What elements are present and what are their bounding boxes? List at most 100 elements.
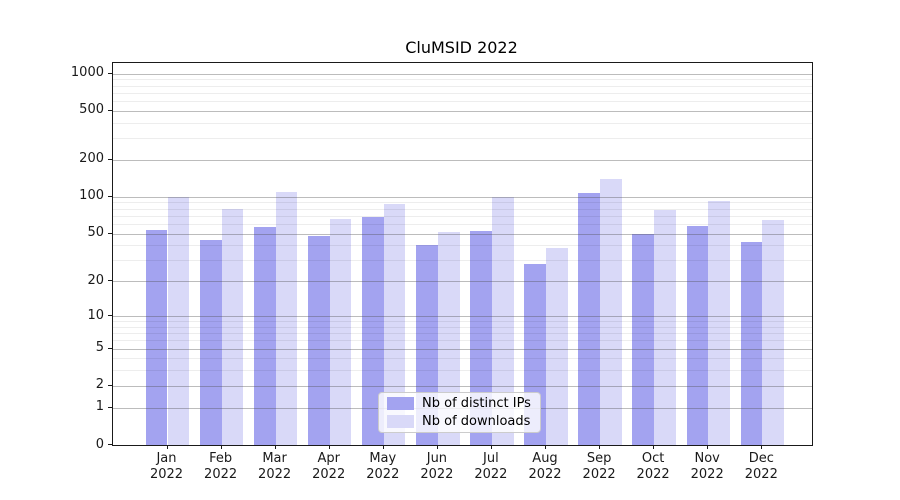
gridline-minor-90 (113, 202, 812, 204)
legend-label-distinct-ips: Nb of distinct IPs (422, 396, 531, 411)
gridline-minor-9 (113, 321, 812, 323)
bar-may-downloads (383, 203, 406, 445)
gridline-major-100 (113, 196, 812, 198)
y-tick-label-2: 2 (95, 377, 104, 393)
gridline-major-5 (113, 348, 812, 350)
x-tick-feb (220, 445, 222, 449)
bar-jan-distinct-ips (145, 229, 168, 445)
legend: Nb of distinct IPs Nb of downloads (378, 392, 541, 433)
bars-layer (113, 63, 812, 445)
bar-dec-distinct-ips (740, 241, 763, 445)
bar-feb-distinct-ips (199, 240, 222, 445)
bar-oct-distinct-ips (632, 233, 655, 445)
gridline-major-500 (113, 110, 812, 112)
plot-area (112, 62, 813, 446)
x-tick-aug (545, 445, 546, 449)
gridline-minor-6 (113, 340, 812, 342)
x-tick-label-mar: Mar 2022 (258, 451, 292, 482)
gridline-minor-600 (113, 100, 812, 102)
x-tick-nov (707, 445, 709, 449)
y-tick-label-10: 10 (87, 307, 104, 323)
y-tick-1000 (108, 72, 112, 74)
y-tick-200 (108, 158, 112, 160)
y-tick-2 (108, 384, 112, 386)
bar-mar-downloads (275, 191, 298, 445)
y-tick-10 (108, 315, 112, 316)
x-tick-label-dec: Dec 2022 (744, 451, 778, 482)
gridline-major-200 (113, 159, 812, 161)
y-tick-label-50: 50 (87, 225, 104, 241)
gridline-major-50 (113, 233, 812, 235)
bar-nov-distinct-ips (686, 225, 709, 445)
legend-swatch-distinct-ips (387, 397, 414, 410)
gridline-minor-7 (113, 333, 812, 335)
x-tick-may (382, 445, 384, 449)
x-tick-label-sep: Sep 2022 (582, 451, 616, 482)
y-tick-label-100: 100 (79, 188, 104, 204)
bar-jun-downloads (437, 231, 460, 445)
y-tick-label-0: 0 (95, 436, 104, 452)
legend-swatch-downloads (387, 415, 414, 428)
y-tick-50 (108, 232, 112, 234)
x-tick-label-nov: Nov 2022 (690, 451, 724, 482)
gridline-minor-60 (113, 223, 812, 225)
gridline-minor-800 (113, 85, 812, 87)
bar-sep-distinct-ips (578, 193, 601, 445)
x-tick-dec (761, 445, 763, 449)
y-tick-20 (108, 280, 112, 282)
gridline-minor-400 (113, 122, 812, 124)
x-tick-jan (166, 445, 168, 449)
y-tick-5 (108, 347, 112, 349)
gridline-minor-70 (113, 215, 812, 217)
y-tick-label-20: 20 (87, 272, 104, 288)
x-tick-mar (274, 445, 276, 449)
x-tick-label-apr: Apr 2022 (312, 451, 346, 482)
y-tick-label-1: 1 (95, 399, 104, 415)
x-tick-label-feb: Feb 2022 (204, 451, 238, 482)
bar-apr-distinct-ips (308, 235, 330, 445)
gridline-major-1000 (113, 73, 812, 75)
x-tick-jun (436, 445, 438, 449)
gridline-minor-40 (113, 245, 812, 247)
legend-item-downloads: Nb of downloads (379, 414, 540, 429)
y-tick-100 (108, 195, 112, 197)
chart-title: CluMSID 2022 (405, 38, 518, 57)
y-tick-label-500: 500 (79, 102, 104, 118)
bar-jan-downloads (167, 196, 190, 445)
gridline-minor-4 (113, 358, 812, 360)
bar-jul-distinct-ips (470, 230, 492, 445)
bar-oct-downloads (654, 210, 676, 445)
x-tick-label-may: May 2022 (366, 451, 400, 482)
x-tick-oct (653, 445, 655, 449)
bar-nov-downloads (708, 201, 730, 445)
y-tick-500 (108, 109, 112, 111)
bar-dec-downloads (762, 219, 784, 445)
gridline-major-20 (113, 281, 812, 283)
x-tick-label-jan: Jan 2022 (149, 451, 184, 482)
gridline-minor-80 (113, 208, 812, 210)
x-tick-apr (328, 445, 330, 449)
gridline-minor-900 (113, 79, 812, 81)
gridline-minor-8 (113, 326, 812, 328)
bar-jul-downloads (491, 196, 514, 445)
x-tick-label-jun: Jun 2022 (420, 451, 454, 482)
legend-item-distinct-ips: Nb of distinct IPs (379, 396, 540, 411)
gridline-minor-3 (113, 370, 812, 372)
gridline-major-10 (113, 316, 812, 317)
bar-feb-downloads (221, 208, 244, 445)
gridline-major-2 (113, 385, 812, 387)
bar-may-distinct-ips (362, 217, 384, 445)
y-tick-0 (108, 444, 112, 445)
bar-sep-downloads (600, 178, 622, 445)
gridline-minor-300 (113, 138, 812, 140)
x-tick-label-jul: Jul 2022 (474, 451, 508, 482)
y-tick-label-1000: 1000 (70, 65, 104, 80)
x-tick-sep (599, 445, 601, 449)
gridline-minor-700 (113, 92, 812, 94)
y-tick-label-5: 5 (95, 340, 104, 356)
bar-aug-downloads (546, 248, 568, 445)
gridline-minor-30 (113, 260, 812, 262)
legend-label-downloads: Nb of downloads (422, 414, 531, 429)
x-tick-label-aug: Aug 2022 (528, 451, 562, 482)
